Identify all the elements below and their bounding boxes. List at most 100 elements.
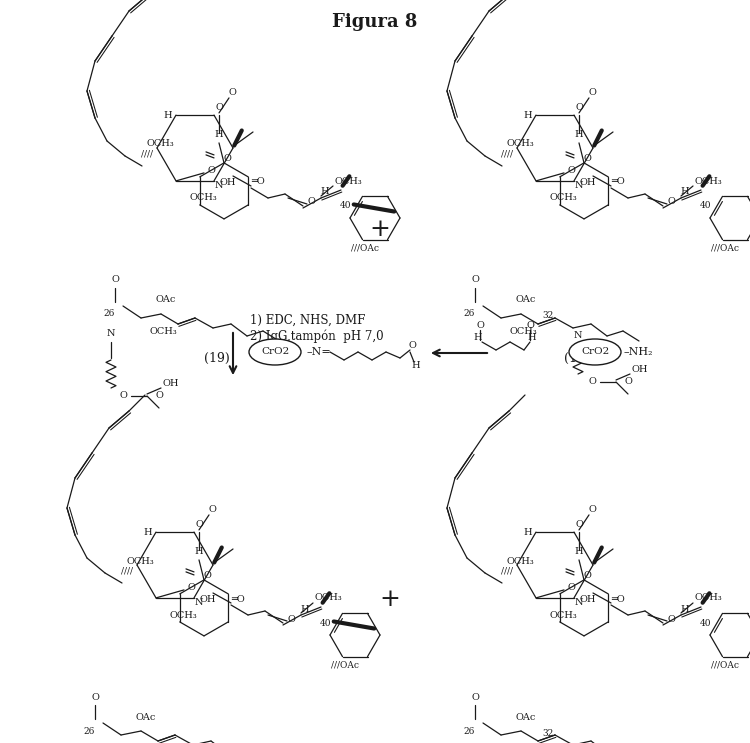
Text: ///OAc: ///OAc <box>711 661 739 669</box>
Text: O: O <box>408 342 416 351</box>
Text: Figura 8: Figura 8 <box>332 13 418 31</box>
Text: 26: 26 <box>104 310 115 319</box>
Text: H: H <box>321 187 329 196</box>
Text: O: O <box>119 392 127 400</box>
Text: OCH₃: OCH₃ <box>146 140 174 149</box>
Text: O: O <box>476 320 484 329</box>
Text: H: H <box>574 131 584 140</box>
Text: OCH₃: OCH₃ <box>509 328 537 337</box>
Text: 40: 40 <box>339 201 351 210</box>
Text: ═O: ═O <box>611 594 625 603</box>
Text: N: N <box>574 331 582 340</box>
Text: H: H <box>164 111 172 120</box>
Text: N: N <box>574 598 584 608</box>
Text: N: N <box>574 181 584 190</box>
Text: OAc: OAc <box>516 296 536 305</box>
Text: H: H <box>301 605 309 614</box>
Text: ////: //// <box>501 566 513 576</box>
Text: O: O <box>584 154 592 163</box>
Text: +: + <box>380 588 400 611</box>
Text: O: O <box>187 583 195 592</box>
Text: 3): 3) <box>250 345 262 359</box>
Text: (19): (19) <box>204 351 230 365</box>
Text: 26: 26 <box>464 727 475 736</box>
Text: O: O <box>575 520 583 530</box>
Text: +: + <box>370 218 391 241</box>
Text: OH: OH <box>580 595 596 604</box>
Text: CrO2: CrO2 <box>261 348 290 357</box>
Text: O: O <box>307 198 315 207</box>
Text: H: H <box>524 111 532 120</box>
Text: OAc: OAc <box>136 713 156 721</box>
Text: OCH₃: OCH₃ <box>506 140 534 149</box>
Text: N: N <box>214 181 223 190</box>
Text: OCH₃: OCH₃ <box>126 557 154 565</box>
Text: 1) EDC, NHS, DMF: 1) EDC, NHS, DMF <box>250 314 365 326</box>
Ellipse shape <box>249 339 301 365</box>
Text: O: O <box>208 505 216 514</box>
Text: O: O <box>584 571 592 580</box>
Text: 26: 26 <box>464 310 475 319</box>
Text: O: O <box>588 377 596 386</box>
Text: OCH₃: OCH₃ <box>694 594 721 603</box>
Text: H: H <box>144 528 152 536</box>
Text: ////: //// <box>501 149 513 158</box>
Text: H: H <box>524 528 532 536</box>
Text: OCH₃: OCH₃ <box>694 177 721 186</box>
Text: H: H <box>412 362 420 371</box>
Text: –NH₂: –NH₂ <box>624 347 653 357</box>
Text: O: O <box>567 166 575 175</box>
Text: CrO2: CrO2 <box>580 348 609 357</box>
Text: H: H <box>474 334 482 343</box>
Text: ═O: ═O <box>251 178 265 186</box>
Text: 2) IgG,tampón  pH 7,0: 2) IgG,tampón pH 7,0 <box>250 329 383 343</box>
Text: O: O <box>588 505 596 514</box>
Text: O: O <box>195 520 203 530</box>
Text: O: O <box>588 88 596 97</box>
Text: (18): (18) <box>564 351 590 365</box>
Text: O: O <box>471 692 479 701</box>
Text: H: H <box>574 548 584 557</box>
Text: O: O <box>526 320 534 329</box>
Text: OCH₃: OCH₃ <box>549 193 577 203</box>
Text: H: H <box>681 605 689 614</box>
Text: O: O <box>667 198 675 207</box>
Text: ////: //// <box>121 566 133 576</box>
Text: O: O <box>215 103 223 112</box>
Text: –N=: –N= <box>307 347 332 357</box>
Text: OH: OH <box>200 595 216 604</box>
Text: OH: OH <box>632 366 648 374</box>
Text: 32: 32 <box>542 311 554 320</box>
Text: O: O <box>287 614 295 623</box>
Text: OCH₃: OCH₃ <box>506 557 534 565</box>
Text: OH: OH <box>163 380 179 389</box>
Text: OCH₃: OCH₃ <box>149 328 177 337</box>
Text: H: H <box>528 334 536 343</box>
Text: OAc: OAc <box>156 296 176 305</box>
Text: OH: OH <box>220 178 236 187</box>
Text: O: O <box>567 583 575 592</box>
Text: 26: 26 <box>83 727 94 736</box>
Text: O: O <box>111 276 119 285</box>
Text: H: H <box>681 187 689 196</box>
Text: N: N <box>195 598 203 608</box>
Text: OCH₃: OCH₃ <box>170 611 196 620</box>
Text: 40: 40 <box>320 618 331 628</box>
Text: OCH₃: OCH₃ <box>189 193 217 203</box>
Text: OCH₃: OCH₃ <box>549 611 577 620</box>
Text: O: O <box>228 88 236 97</box>
Text: N: N <box>106 329 116 339</box>
Text: O: O <box>575 103 583 112</box>
Text: 40: 40 <box>699 201 711 210</box>
Text: ═O: ═O <box>611 178 625 186</box>
Text: OAc: OAc <box>516 713 536 721</box>
Text: ═O: ═O <box>231 594 244 603</box>
Text: 32: 32 <box>542 728 554 738</box>
Text: H: H <box>195 548 203 557</box>
Ellipse shape <box>569 339 621 365</box>
Text: O: O <box>203 571 211 580</box>
Text: ///OAc: ///OAc <box>351 244 379 253</box>
Text: ////: //// <box>141 149 153 158</box>
Text: O: O <box>224 154 232 163</box>
Text: 40: 40 <box>699 618 711 628</box>
